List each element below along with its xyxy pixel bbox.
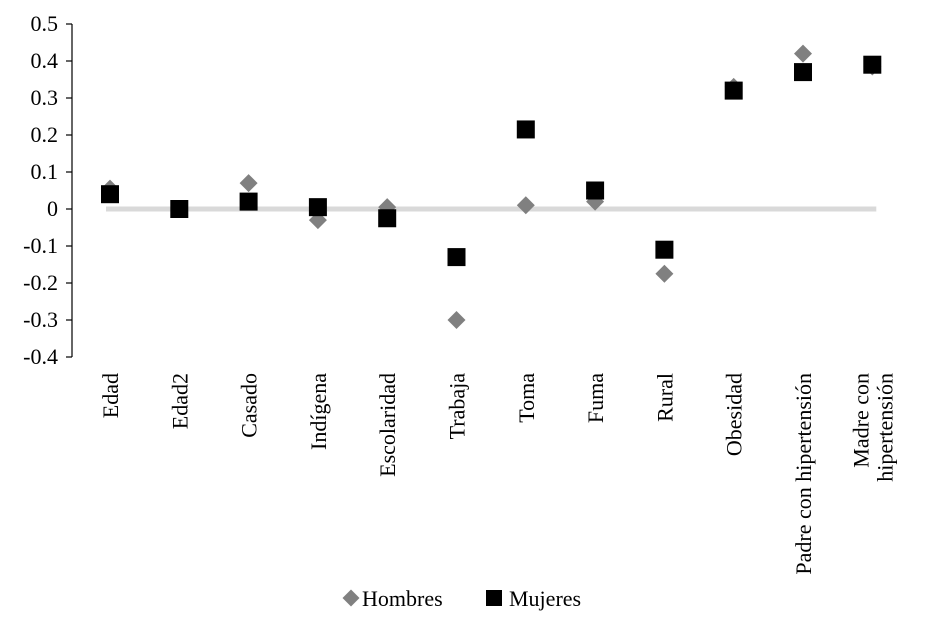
x-category-label: Casado <box>237 373 262 438</box>
mujeres-point <box>239 192 258 211</box>
x-category-label: Padre con hipertensión <box>791 373 816 575</box>
y-tick-label: 0 <box>47 196 58 221</box>
axes: 0.5 0.4 0.3 0.2 0.1 0 -0.1 -0.2 -0.3 -0.4 <box>23 11 73 369</box>
mujeres-point <box>447 248 466 267</box>
x-category-label: Edad <box>98 373 123 418</box>
x-category-label: Escolaridad <box>375 373 400 477</box>
x-category-label: Indígena <box>306 373 331 450</box>
legend: Hombres Mujeres <box>342 586 581 611</box>
data-marks <box>101 44 882 329</box>
category-labels: Edad Edad2 Casado Indígena Escolaridad Trabaj… <box>98 373 897 575</box>
mujeres-point <box>516 120 535 139</box>
legend-mujeres-marker <box>486 590 502 606</box>
legend-hombres-label: Hombres <box>362 586 443 611</box>
legend-hombres-marker <box>342 589 360 607</box>
x-category-label: hipertensión <box>872 373 897 482</box>
x-category-label: Rural <box>652 373 677 422</box>
mujeres-point <box>170 200 189 218</box>
mujeres-point <box>378 209 397 228</box>
x-category-label: Toma <box>514 373 539 423</box>
y-tick-label: 0.1 <box>31 159 59 184</box>
x-category-label: Trabaja <box>445 373 470 440</box>
y-tick-label: -0.4 <box>23 344 58 369</box>
x-category-label: Edad2 <box>167 373 192 429</box>
y-tick-label: 0.5 <box>31 11 59 36</box>
x-category-label: Fuma <box>583 373 608 423</box>
mujeres-point <box>655 240 674 259</box>
hombres-point <box>239 174 258 193</box>
mujeres-point <box>586 181 605 200</box>
hombres-point <box>516 196 535 215</box>
mujeres-point <box>794 63 812 82</box>
mujeres-point <box>863 55 882 74</box>
y-tick-label: -0.3 <box>23 307 58 332</box>
y-tick-label: 0.2 <box>31 122 59 147</box>
y-tick-label: 0.3 <box>31 85 59 110</box>
x-category-label: Obesidad <box>722 373 747 456</box>
y-tick-label: -0.2 <box>23 270 58 295</box>
y-tick-label: -0.1 <box>23 233 58 258</box>
legend-mujeres-label: Mujeres <box>509 586 581 611</box>
hombres-point <box>794 44 812 63</box>
mujeres-point <box>308 198 327 217</box>
hombres-point <box>655 264 674 283</box>
mujeres-point <box>101 185 119 204</box>
x-category-label: Madre con <box>848 373 873 468</box>
y-tick-label: 0.4 <box>31 48 59 73</box>
hombres-point <box>447 311 466 329</box>
mujeres-point <box>724 81 743 100</box>
